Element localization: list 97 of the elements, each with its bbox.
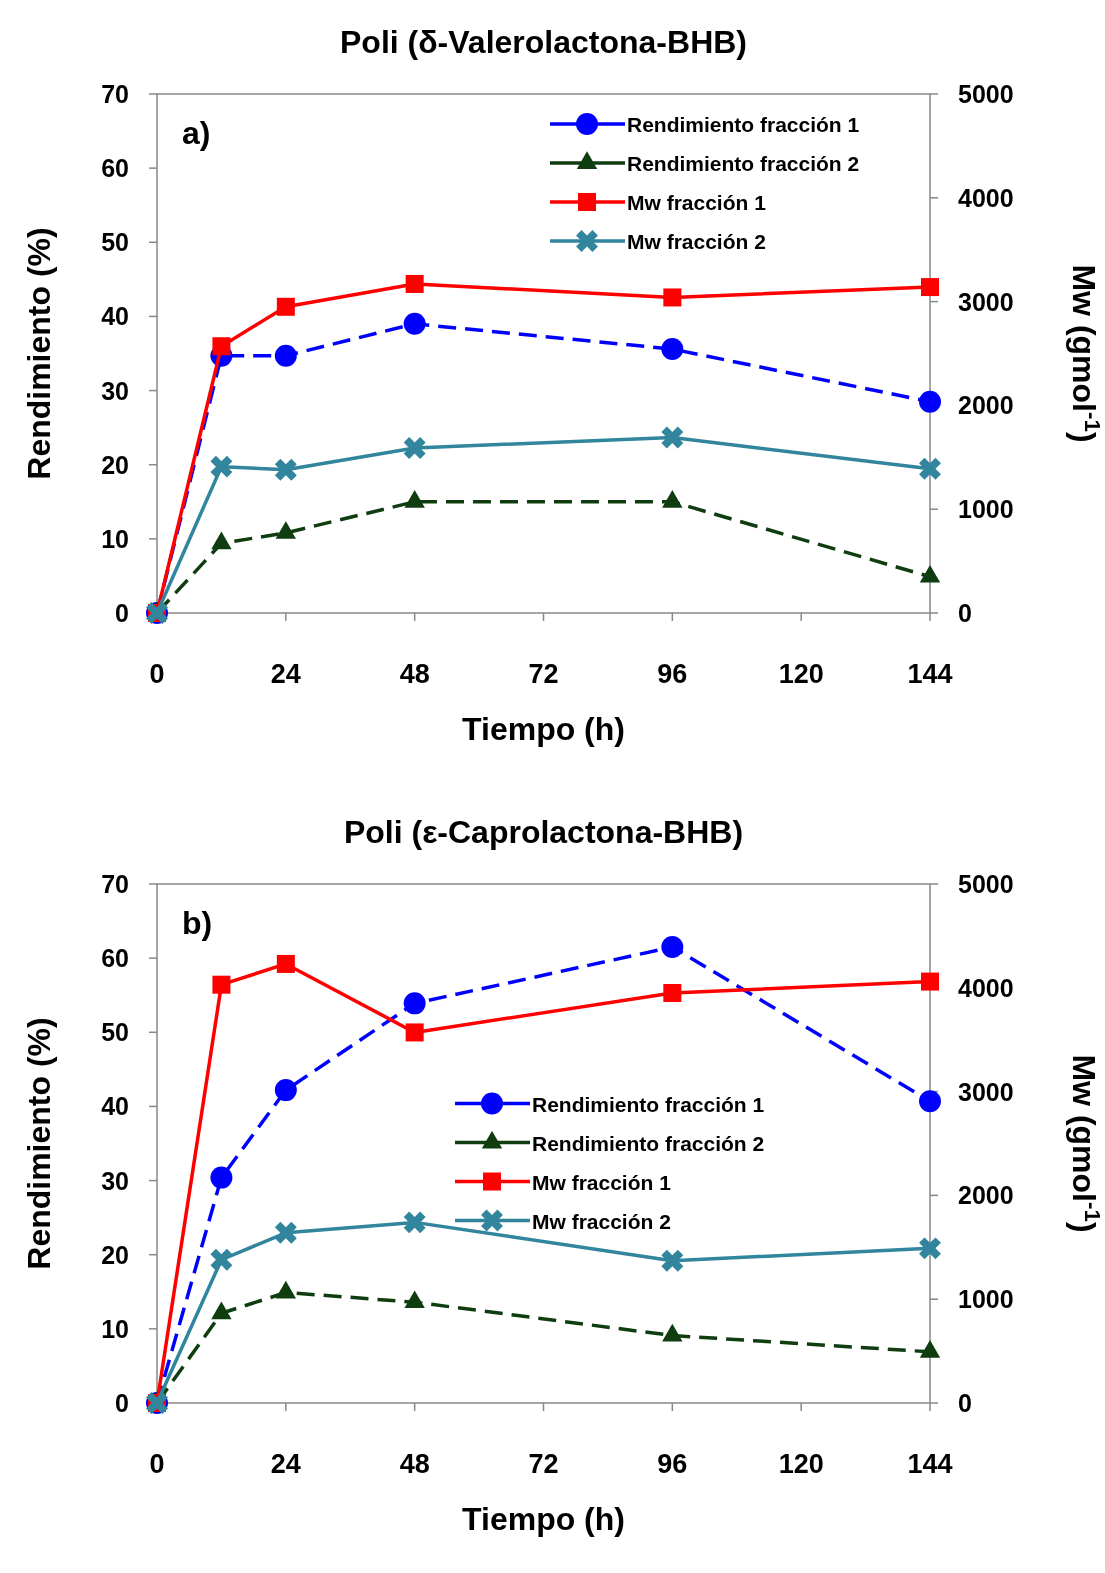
point — [210, 455, 233, 478]
point — [211, 531, 232, 550]
point — [403, 437, 426, 459]
y-axis-title: Rendimiento (%) — [21, 1017, 57, 1270]
point — [661, 936, 684, 959]
legend-label: Mw fracción 1 — [627, 191, 767, 214]
y2-tick-label: 2000 — [958, 391, 1014, 420]
chart-title: Poli (δ-Valerolactona-BHB) — [339, 24, 748, 60]
y2-tick-label: 4000 — [958, 973, 1014, 1002]
point — [919, 1340, 941, 1358]
y-tick-label: 60 — [101, 154, 129, 183]
point — [405, 274, 424, 293]
point — [275, 521, 297, 539]
y2-tick-label: 1000 — [958, 1285, 1014, 1314]
y-tick-label: 0 — [115, 599, 129, 627]
y-tick-label: 20 — [101, 1240, 129, 1269]
x-tick-label: 96 — [657, 659, 688, 689]
y-tick-label: 60 — [101, 944, 129, 973]
point — [919, 390, 941, 413]
y-tick-label: 0 — [115, 1389, 129, 1417]
y-tick-label: 70 — [101, 80, 129, 108]
x-tick-label: 48 — [399, 1449, 430, 1479]
x-tick-label: 24 — [270, 659, 301, 689]
x-tick-label: 96 — [657, 1449, 688, 1479]
point — [663, 983, 682, 1002]
x-tick-label: 24 — [270, 1449, 301, 1479]
point — [404, 1290, 425, 1309]
y-tick-label: 30 — [101, 1166, 129, 1195]
legend-label: Rendimiento fracción 1 — [627, 113, 860, 136]
point — [921, 972, 939, 991]
x-axis-title: Tiempo (h) — [462, 711, 625, 747]
chart-title: Poli (ε-Caprolactona-BHB) — [343, 814, 744, 850]
y-tick-label: 20 — [101, 450, 129, 479]
x-tick-label: 144 — [907, 659, 953, 689]
annotation: a) — [182, 115, 211, 151]
y2-tick-label: 3000 — [958, 287, 1014, 316]
x-tick-label: 120 — [778, 659, 824, 689]
y2-tick-label: 4000 — [958, 183, 1014, 212]
y-axis-title: Rendimiento (%) — [21, 227, 57, 480]
point — [274, 1079, 297, 1102]
point — [210, 1166, 233, 1189]
point — [276, 954, 295, 973]
x-axis-title: Tiempo (h) — [462, 1501, 625, 1537]
y2-tick-label: 0 — [958, 599, 972, 627]
point — [212, 337, 231, 356]
point — [662, 490, 683, 508]
point — [663, 288, 682, 307]
legend-label: Rendimiento fracción 2 — [627, 152, 860, 175]
point — [210, 1248, 233, 1271]
annotation: b) — [182, 905, 213, 941]
y-tick-label: 50 — [101, 228, 129, 257]
y2-tick-label: 5000 — [958, 80, 1014, 108]
x-tick-label: 120 — [778, 1449, 824, 1479]
point — [212, 975, 231, 994]
point — [919, 457, 941, 480]
point — [403, 312, 426, 335]
point — [275, 1280, 297, 1299]
point — [921, 278, 939, 297]
y-tick-label: 30 — [101, 376, 129, 405]
point — [405, 1023, 424, 1042]
x-tick-label: 0 — [149, 659, 165, 689]
x-tick-label: 72 — [528, 659, 559, 689]
point — [662, 1323, 683, 1342]
x-tick-label: 72 — [528, 1449, 559, 1479]
y-tick-label: 50 — [101, 1018, 129, 1047]
x-tick-label: 144 — [907, 1449, 953, 1479]
y2-tick-label: 5000 — [958, 870, 1014, 898]
y-tick-label: 40 — [101, 1092, 129, 1121]
point — [661, 1249, 684, 1272]
point — [211, 1301, 232, 1320]
point — [661, 426, 684, 449]
legend-label: Mw fracción 2 — [532, 1209, 671, 1233]
y-tick-label: 40 — [101, 302, 129, 331]
point — [403, 1211, 426, 1234]
point — [274, 458, 297, 481]
point — [661, 338, 684, 361]
legend-label: Rendimiento fracción 1 — [532, 1092, 765, 1116]
point — [276, 297, 295, 316]
legend-label: Mw fracción 2 — [627, 230, 766, 253]
y2-tick-label: 2000 — [958, 1181, 1014, 1210]
x-tick-label: 48 — [399, 659, 430, 689]
point — [274, 1221, 297, 1244]
y-tick-label: 10 — [101, 1314, 129, 1343]
point — [919, 564, 941, 583]
x-tick-label: 0 — [149, 1449, 165, 1479]
legend-label: Mw fracción 1 — [532, 1170, 672, 1194]
y-tick-label: 70 — [101, 870, 129, 898]
legend-label: Rendimiento fracción 2 — [532, 1131, 765, 1155]
y2-tick-label: 1000 — [958, 495, 1014, 524]
y2-tick-label: 3000 — [958, 1077, 1014, 1106]
point — [404, 490, 425, 508]
point — [403, 992, 426, 1015]
point — [274, 344, 297, 367]
point — [919, 1090, 941, 1113]
point — [919, 1237, 941, 1260]
y-tick-label: 10 — [101, 524, 129, 553]
y2-tick-label: 0 — [958, 1389, 972, 1417]
